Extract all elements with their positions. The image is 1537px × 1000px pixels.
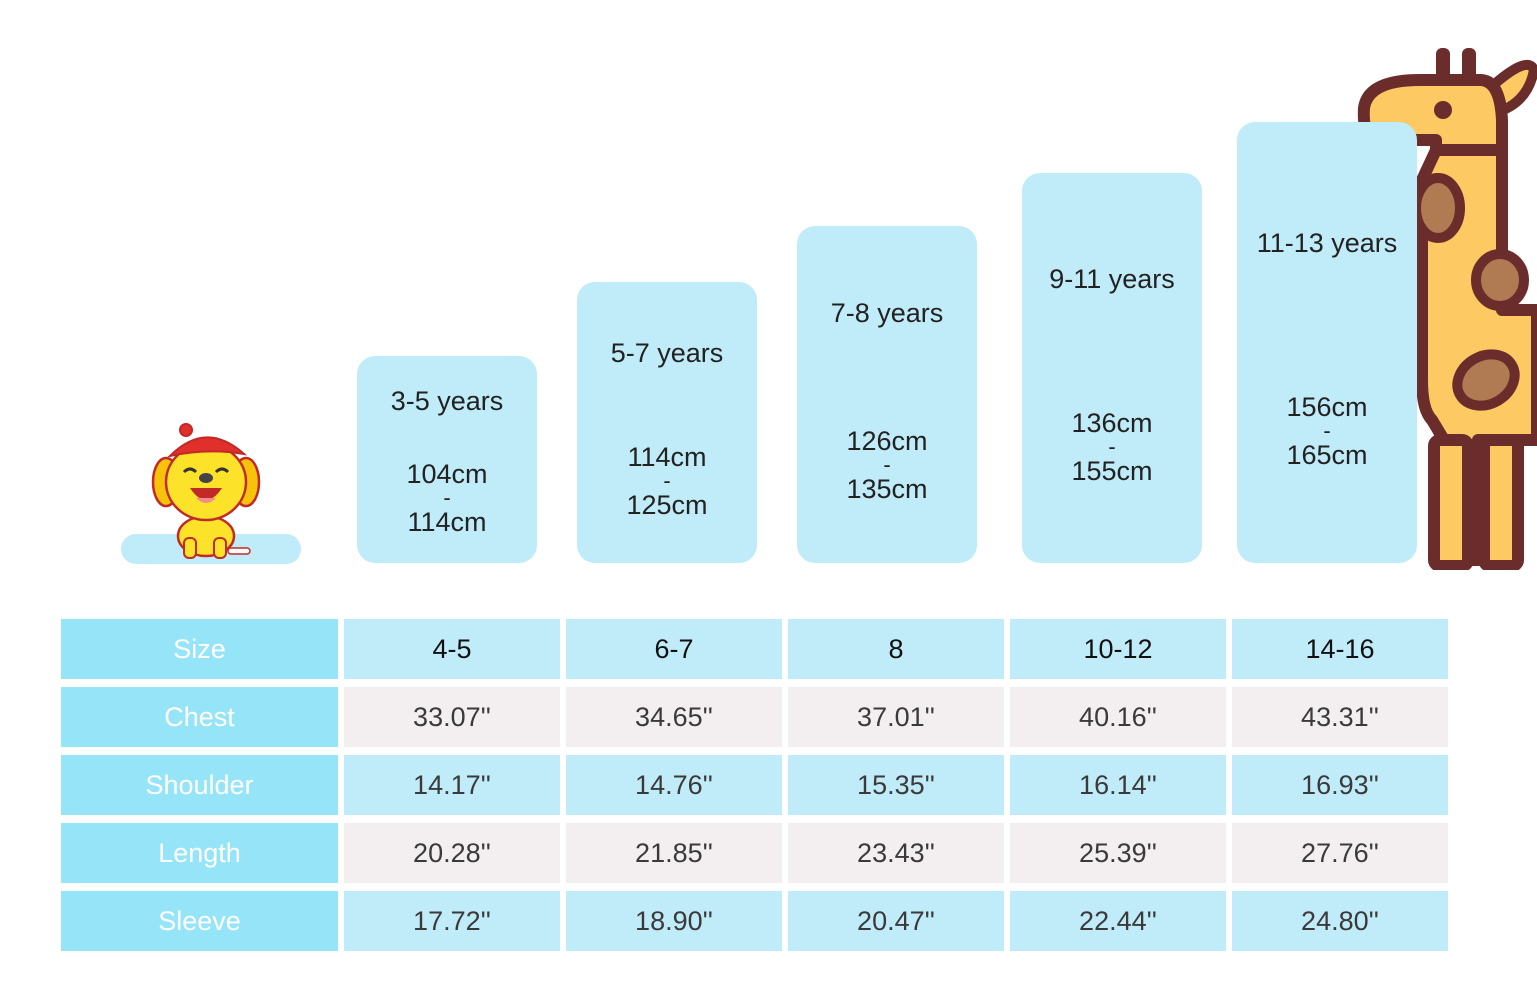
bar-height-from: 136cm xyxy=(1071,408,1153,438)
bar-height-from: 104cm xyxy=(406,459,488,489)
measure-cell: 25.39'' xyxy=(1010,823,1226,883)
bar-height-from: 126cm xyxy=(846,426,928,456)
measure-cell: 22.44'' xyxy=(1010,891,1226,951)
bar-height-separator: - xyxy=(443,485,451,510)
table-row-chest: Chest 33.07'' 34.65'' 37.01'' 40.16'' 43… xyxy=(61,687,1448,747)
bar-age-label: 5-7 years xyxy=(610,338,724,368)
row-label: Shoulder xyxy=(61,755,338,815)
bar-height-to: 155cm xyxy=(1071,456,1153,486)
height-bar-5: 11-13 years 156cm - 165cm xyxy=(1237,122,1417,563)
measure-cell: 14.76'' xyxy=(566,755,782,815)
bar-height-separator: - xyxy=(1323,418,1331,443)
bar-height-to: 165cm xyxy=(1286,440,1368,470)
measure-cell: 16.93'' xyxy=(1232,755,1448,815)
measure-cell: 37.01'' xyxy=(788,687,1004,747)
measure-cell: 24.80'' xyxy=(1232,891,1448,951)
measure-cell: 27.76'' xyxy=(1232,823,1448,883)
row-label: Size xyxy=(61,619,338,679)
height-bar-2: 5-7 years 114cm - 125cm xyxy=(577,282,757,563)
measure-cell: 17.72'' xyxy=(344,891,560,951)
row-label: Sleeve xyxy=(61,891,338,951)
table-row-sleeve: Sleeve 17.72'' 18.90'' 20.47'' 22.44'' 2… xyxy=(61,891,1448,951)
bar-height-to: 114cm xyxy=(407,507,487,537)
row-label: Chest xyxy=(61,687,338,747)
table-row-length: Length 20.28'' 21.85'' 23.43'' 25.39'' 2… xyxy=(61,823,1448,883)
size-chart-table: Size 4-5 6-7 8 10-12 14-16 Chest 33.07''… xyxy=(55,611,1454,959)
measure-cell: 21.85'' xyxy=(566,823,782,883)
measure-cell: 33.07'' xyxy=(344,687,560,747)
measure-cell: 23.43'' xyxy=(788,823,1004,883)
bar-age-label: 7-8 years xyxy=(830,298,944,328)
measure-cell: 18.90'' xyxy=(566,891,782,951)
bar-age-label: 9-11 years xyxy=(1049,264,1175,294)
size-cell: 14-16 xyxy=(1232,619,1448,679)
measure-cell: 16.14'' xyxy=(1010,755,1226,815)
measure-cell: 20.28'' xyxy=(344,823,560,883)
height-bar-3: 7-8 years 126cm - 135cm xyxy=(797,226,977,563)
height-bar-4: 9-11 years 136cm - 155cm xyxy=(1022,173,1202,563)
bar-age-label: 11-13 years xyxy=(1256,228,1398,258)
table-row-size: Size 4-5 6-7 8 10-12 14-16 xyxy=(61,619,1448,679)
dog-mascot-icon xyxy=(151,423,261,559)
measure-cell: 20.47'' xyxy=(788,891,1004,951)
bar-height-to: 125cm xyxy=(626,490,708,520)
table-row-shoulder: Shoulder 14.17'' 14.76'' 15.35'' 16.14''… xyxy=(61,755,1448,815)
measure-cell: 15.35'' xyxy=(788,755,1004,815)
height-bar-1: 3-5 years 104cm - 114cm xyxy=(357,356,537,563)
bar-height-separator: - xyxy=(883,452,891,477)
measure-cell: 14.17'' xyxy=(344,755,560,815)
size-cell: 8 xyxy=(788,619,1004,679)
size-cell: 10-12 xyxy=(1010,619,1226,679)
bar-height-from: 114cm xyxy=(627,442,707,472)
measure-cell: 34.65'' xyxy=(566,687,782,747)
bar-height-separator: - xyxy=(663,468,671,493)
bar-height-separator: - xyxy=(1108,434,1116,459)
bar-height-to: 135cm xyxy=(846,474,928,504)
bar-age-label: 3-5 years xyxy=(390,386,504,416)
measure-cell: 40.16'' xyxy=(1010,687,1226,747)
bar-height-from: 156cm xyxy=(1286,392,1368,422)
size-cell: 4-5 xyxy=(344,619,560,679)
measure-cell: 43.31'' xyxy=(1232,687,1448,747)
row-label: Length xyxy=(61,823,338,883)
size-cell: 6-7 xyxy=(566,619,782,679)
